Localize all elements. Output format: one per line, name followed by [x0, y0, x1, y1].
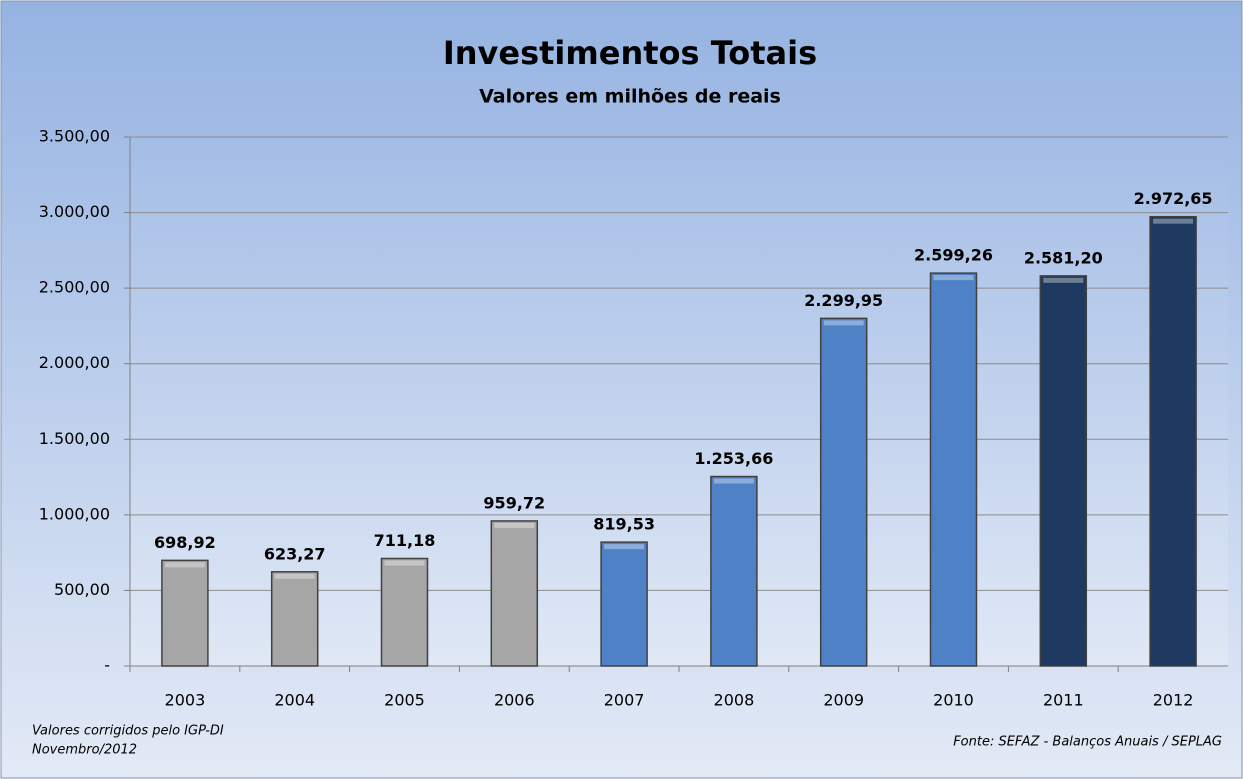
bar-highlight [274, 573, 315, 579]
y-tick-label: 1.000,00 [39, 504, 110, 523]
x-tick-label: 2007 [604, 691, 645, 710]
y-tick-label: 500,00 [54, 580, 110, 599]
value-label: 2.299,95 [804, 291, 883, 310]
value-label: 2.972,65 [1134, 189, 1213, 208]
x-tick-label: 2006 [494, 691, 535, 710]
bar [270, 571, 319, 667]
x-tick-label: 2004 [274, 691, 315, 710]
value-label: 959,72 [483, 493, 545, 512]
x-tick-label: 2009 [823, 691, 864, 710]
y-tick-label: 2.000,00 [39, 353, 110, 372]
value-label: 698,92 [154, 533, 216, 552]
value-label: 2.581,20 [1024, 248, 1103, 267]
bar-highlight [494, 522, 535, 528]
bar [1039, 275, 1088, 667]
chart-title: Investimentos Totais [443, 34, 817, 72]
x-tick-label: 2008 [714, 691, 755, 710]
bar-highlight [1043, 277, 1084, 283]
bar [490, 520, 539, 667]
bar-highlight [384, 560, 425, 566]
bar [929, 272, 978, 667]
y-tick-label: 2.500,00 [39, 278, 110, 297]
bar [600, 541, 648, 667]
x-tick-label: 2005 [384, 691, 425, 710]
bar-highlight [1153, 218, 1194, 224]
bar-highlight [604, 544, 645, 550]
bar-highlight [933, 275, 974, 281]
value-label: 2.599,26 [914, 246, 993, 265]
bar [380, 557, 429, 667]
bar-highlight [164, 562, 205, 568]
note: Valores corrigidos pelo IGP-DI [32, 724, 224, 739]
y-tick-label: 3.500,00 [39, 127, 110, 146]
y-tick-label: - [104, 656, 110, 675]
bar [1149, 215, 1197, 667]
y-tick-label: 1.500,00 [39, 429, 110, 448]
source: Fonte: SEFAZ - Balanços Anuais / SEPLAG [953, 735, 1222, 750]
chart-subtitle: Valores em milhões de reais [479, 86, 781, 108]
value-label: 711,18 [374, 531, 436, 550]
x-tick-label: 2003 [165, 691, 206, 710]
note: Novembro/2012 [32, 743, 137, 758]
bar [161, 559, 209, 667]
bar [819, 317, 868, 667]
value-label: 1.253,66 [694, 449, 773, 468]
x-tick-label: 2010 [933, 691, 974, 710]
bar-highlight [823, 320, 864, 326]
value-label: 623,27 [264, 544, 326, 563]
x-tick-label: 2011 [1043, 691, 1084, 710]
y-tick-label: 3.000,00 [39, 202, 110, 221]
bar [710, 475, 758, 667]
x-tick-label: 2012 [1153, 691, 1194, 710]
bar-highlight [713, 478, 754, 484]
value-label: 819,53 [593, 515, 655, 534]
